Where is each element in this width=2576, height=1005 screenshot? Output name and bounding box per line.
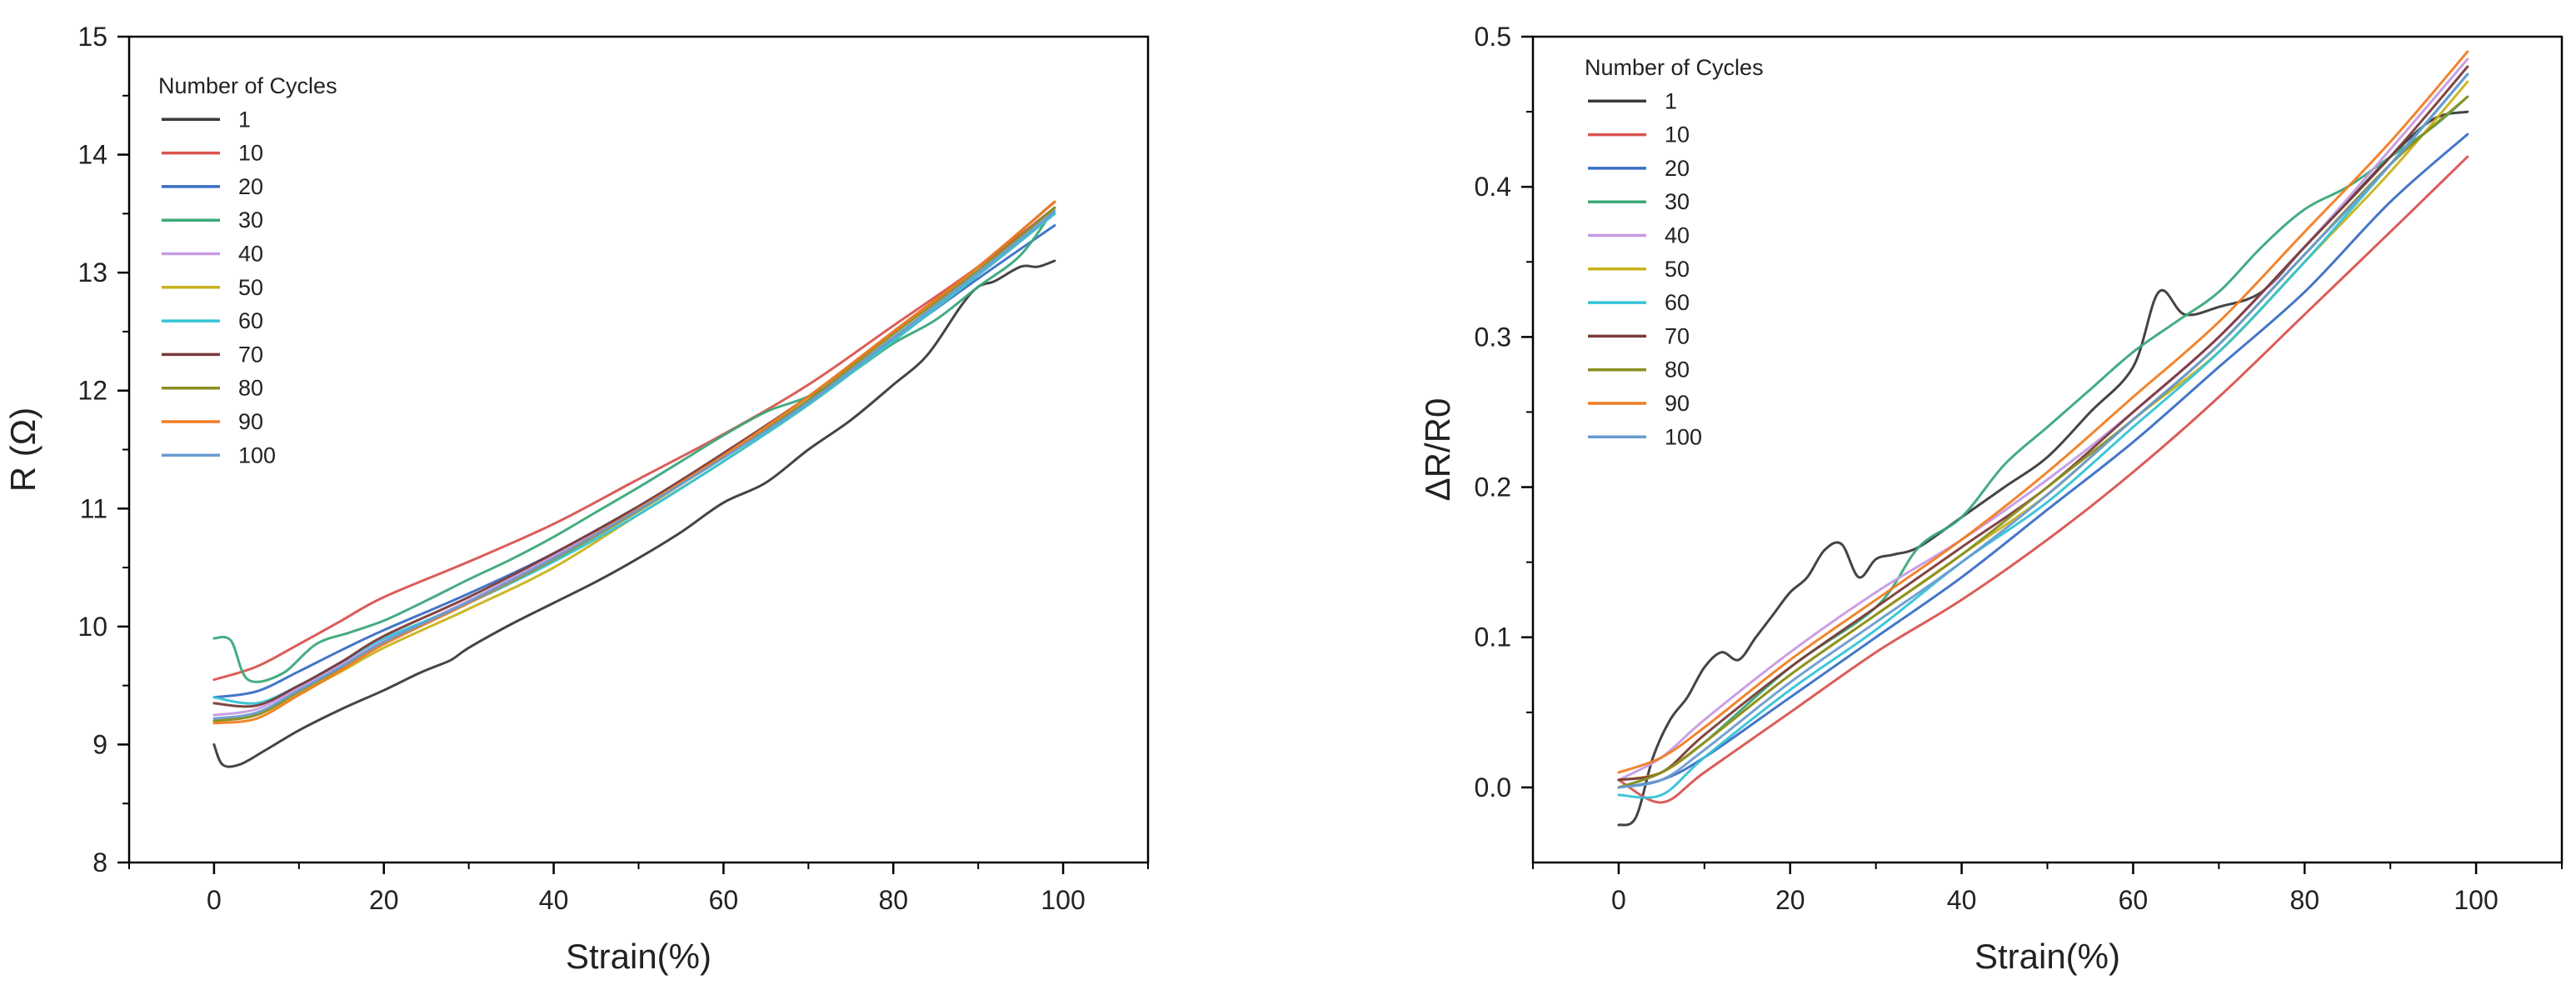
y-tick-label: 0.1 [1475,622,1511,652]
legend-title: Number of Cycles [1585,55,1764,80]
x-tick-label: 60 [2119,885,2149,915]
x-tick-label: 80 [2289,885,2319,915]
series-line-60 [1617,72,2469,799]
x-tick-label: 0 [207,885,222,915]
x-axis-label: Strain(%) [1974,937,2120,976]
y-tick-label: 10 [77,612,107,642]
y-axis-label: R (Ω) [3,408,42,492]
y-tick-label: 9 [92,729,107,759]
x-tick-label: 100 [1041,885,1085,915]
series-line-30 [1617,95,2469,789]
legend-label-60: 60 [238,308,263,333]
series-line-10 [1617,155,2469,804]
y-tick-label: 14 [77,140,107,170]
y-tick-label: 0.5 [1475,22,1511,52]
x-tick-label: 80 [878,885,908,915]
series-line-20 [1617,132,2469,789]
legend-label-100: 100 [238,442,276,468]
y-tick-label: 0.4 [1475,172,1511,202]
legend-label-70: 70 [238,342,263,367]
legend-label-90: 90 [238,409,263,434]
series-line-50 [212,212,1056,722]
series-line-70 [212,200,1056,708]
legend-label-40: 40 [238,242,263,267]
chart-dr-r0-vs-strain: 0 20 40 60 80 100 0.0 0.1 0.2 0.3 0.4 0.5 Strain(%) Δ… [1418,22,2564,976]
series-line-10 [212,206,1056,682]
x-tick-label: 0 [1611,885,1626,915]
series-line-80 [212,206,1056,722]
legend-label-60: 60 [1665,290,1690,315]
x-tick-label: 20 [369,885,399,915]
legend-label-40: 40 [1665,223,1690,248]
legend-label-80: 80 [1665,358,1690,382]
x-axis-label: Strain(%) [566,937,711,976]
series-line-80 [1617,95,2469,789]
x-tick-label: 60 [709,885,739,915]
y-tick-label: 15 [77,22,107,52]
chart-r-vs-strain: 0 20 40 60 80 100 8 9 10 11 12 13 14 15 Strain(%) R (Ω)… [3,22,1150,976]
y-axis-label: ΔR/R0 [1418,398,1457,502]
legend-label-50: 50 [238,275,263,300]
plot-frame [127,35,1150,864]
legend-title: Number of Cycles [158,73,337,98]
legend-label-90: 90 [1665,391,1690,416]
series-line-90 [212,200,1056,725]
x-tick-label: 40 [1947,885,1977,915]
series-line-90 [1617,50,2469,774]
series-line-100 [212,210,1056,720]
legend-label-20: 20 [238,174,263,199]
legend: Number of Cycles 1 10 20 30 40 50 60 70 80 90 100 [1585,55,1764,449]
legend-label-70: 70 [1665,323,1690,348]
legend-label-50: 50 [1665,257,1690,282]
series-line-100 [1617,72,2469,789]
series-line-40 [1617,58,2469,782]
x-tick-label: 20 [1775,885,1805,915]
legend-label-30: 30 [238,208,263,232]
legend-label-80: 80 [238,376,263,401]
y-tick-label: 0.3 [1475,322,1511,352]
legend-label-10: 10 [1665,122,1690,148]
y-tick-label: 0.2 [1475,472,1511,502]
legend-label-100: 100 [1665,424,1702,449]
x-tick-label: 100 [2454,885,2498,915]
legend-label-30: 30 [1665,189,1690,214]
x-tick-label: 40 [539,885,569,915]
series-line-60 [212,212,1056,705]
y-tick-label: 0.0 [1475,772,1511,802]
legend-label-20: 20 [1665,156,1690,181]
series-line-30 [212,206,1056,683]
y-tick-label: 8 [92,848,107,878]
legend: Number of Cycles 1 10 20 30 40 50 60 70 80 90 100 [158,73,337,468]
series-line-40 [212,212,1056,717]
y-tick-label: 12 [77,376,107,406]
series-line-20 [212,224,1056,699]
legend-label-10: 10 [238,141,263,166]
y-tick-label: 11 [80,493,107,523]
series-line-70 [1617,65,2469,782]
legend-label-1: 1 [238,107,251,132]
y-tick-label: 13 [77,258,107,288]
legend-label-1: 1 [1665,88,1677,113]
